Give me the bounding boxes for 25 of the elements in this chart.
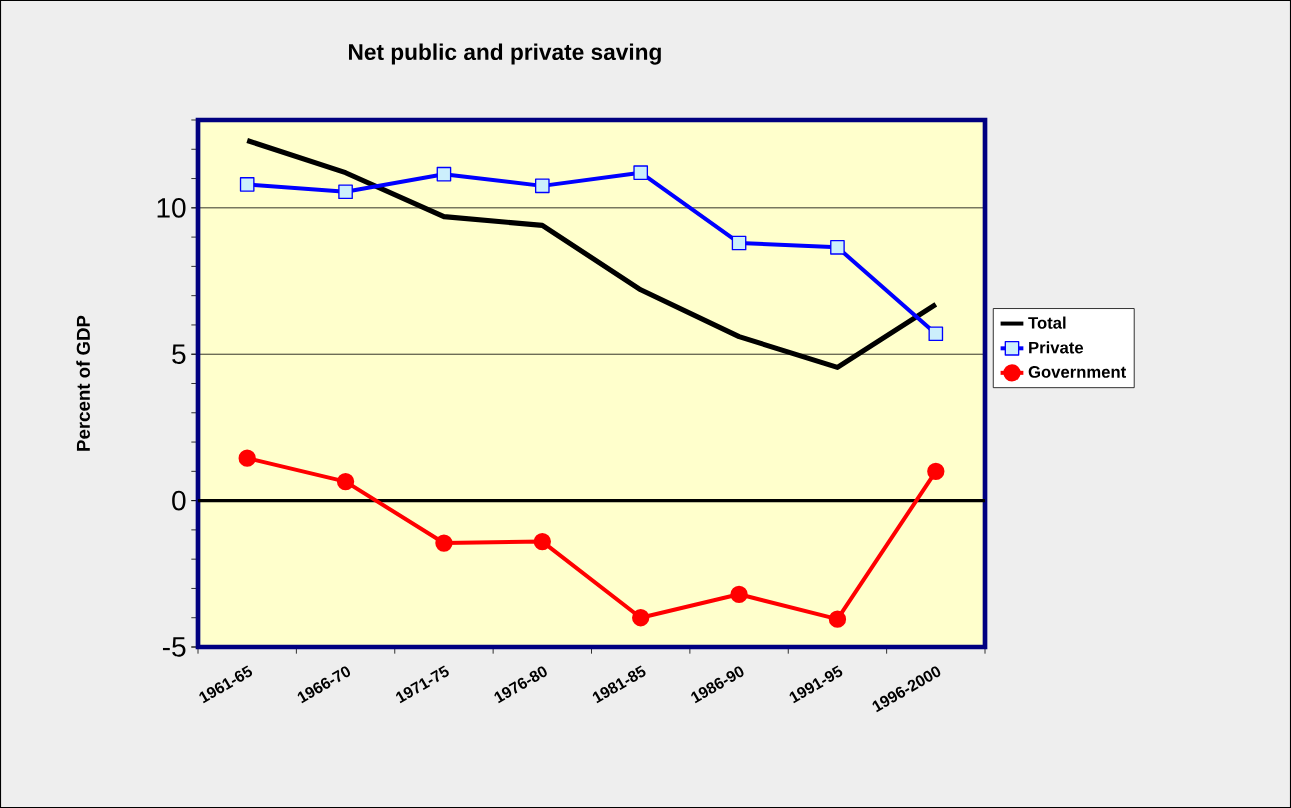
point xyxy=(239,177,255,192)
y-tick-label: -5 xyxy=(162,637,186,657)
legend-label: Total xyxy=(1028,316,1066,329)
point xyxy=(633,165,649,181)
point xyxy=(338,184,353,200)
point xyxy=(238,449,256,467)
point xyxy=(730,585,748,603)
legend-label: Private xyxy=(1029,341,1084,354)
y-axis-title: Percent of GDP xyxy=(76,315,90,451)
point xyxy=(927,462,945,480)
legend-label: Government xyxy=(1028,366,1126,378)
y-tick-label: 0 xyxy=(172,490,186,511)
y-tick-label: 10 xyxy=(157,197,186,218)
point xyxy=(533,532,551,551)
point xyxy=(436,166,452,182)
point xyxy=(632,609,650,627)
point xyxy=(830,240,845,255)
point xyxy=(336,472,355,491)
point xyxy=(435,534,453,552)
point xyxy=(828,610,847,628)
point xyxy=(928,326,944,342)
point xyxy=(731,235,747,251)
chart-title: Net public and private saving xyxy=(349,43,661,65)
point xyxy=(534,178,550,194)
y-tick-label: 5 xyxy=(172,344,186,364)
